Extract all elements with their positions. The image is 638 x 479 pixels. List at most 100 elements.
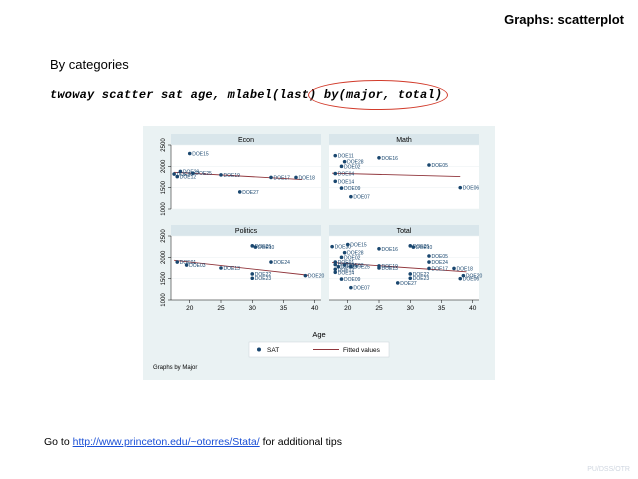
scatter-point xyxy=(342,250,347,255)
scatter-point xyxy=(333,179,338,184)
scatter-point xyxy=(349,264,353,269)
scatter-point xyxy=(377,156,381,160)
scatter-point xyxy=(408,276,413,281)
point-label: DOE15 xyxy=(350,243,367,249)
point-label: DOE18 xyxy=(299,175,316,181)
x-tick-label: 25 xyxy=(217,305,225,312)
scatter-graph: Econ 1000 1500 2000 2500 DOE30 DOE12 DOE29 DOE15… xyxy=(143,126,495,385)
point-label: DOE13 xyxy=(382,266,399,272)
point-label: DOE05 xyxy=(432,254,449,260)
scatter-point xyxy=(427,254,431,258)
scatter-point xyxy=(175,174,180,179)
x-tick-label: 30 xyxy=(407,305,415,312)
scatter-point xyxy=(237,190,242,194)
scatter-point xyxy=(250,276,255,281)
point-label: DOE16 xyxy=(382,247,399,253)
scatter-point xyxy=(345,242,350,247)
scatter-point xyxy=(377,247,381,251)
x-tick-label: 35 xyxy=(438,305,446,312)
point-label: DOE01 xyxy=(180,260,197,266)
panel-title: Econ xyxy=(238,137,254,144)
y-tick-label: 2500 xyxy=(161,229,167,243)
point-label: DOE27 xyxy=(400,281,417,287)
scatter-point xyxy=(458,185,463,190)
point-label: DOE07 xyxy=(353,195,370,201)
scatter-point xyxy=(336,264,341,269)
scatter-point xyxy=(458,276,463,281)
scatter-point xyxy=(452,266,456,271)
point-label: DOE28 xyxy=(347,251,364,257)
y-tick-label: 2000 xyxy=(161,159,167,173)
scatter-point xyxy=(333,153,338,158)
scatter-point xyxy=(349,194,353,199)
x-tick-label: 30 xyxy=(249,305,257,312)
scatter-point xyxy=(250,244,255,248)
slide-subtitle: By categories xyxy=(50,57,129,72)
scatter-point xyxy=(191,171,195,175)
point-label: DOE14 xyxy=(338,270,355,276)
scatter-point xyxy=(294,175,298,180)
scatter-point xyxy=(219,173,223,177)
point-label: DOE01 xyxy=(338,260,355,266)
scatter-point xyxy=(408,244,413,248)
y-tick-label: 1000 xyxy=(161,202,167,216)
point-label: DOE30 xyxy=(335,245,352,251)
point-label: DOE17 xyxy=(274,175,291,181)
scatter-point xyxy=(339,255,344,260)
fitted-line xyxy=(332,172,461,178)
stata-tips-link[interactable]: http://www.princeton.edu/~otorres/Stata/ xyxy=(72,436,260,448)
y-tick-label: 1500 xyxy=(161,180,167,194)
point-label: DOE23 xyxy=(255,276,272,282)
scatter-point xyxy=(253,245,258,249)
point-label: DOE29 xyxy=(183,169,200,175)
point-label: DOE24 xyxy=(432,260,449,266)
point-label: DOE30 xyxy=(177,172,194,178)
scatter-point xyxy=(339,186,344,190)
point-label: DOE24 xyxy=(274,260,291,266)
point-label: DOE09 xyxy=(344,186,361,192)
x-tick-label: 40 xyxy=(311,305,319,312)
graph-canvas: Econ1000150020002500DOE30DOE12DOE29DOE15… xyxy=(143,126,495,380)
point-label: DOE02 xyxy=(344,255,361,261)
x-axis-title: Age xyxy=(312,330,325,339)
point-label: DOE22 xyxy=(255,272,272,278)
fitted-line xyxy=(174,259,309,276)
scatter-point xyxy=(408,272,413,276)
panel-header xyxy=(329,225,479,236)
point-label: DOE04 xyxy=(338,172,355,178)
scatter-point xyxy=(333,270,338,275)
point-label: DOE27 xyxy=(242,190,259,196)
graph-note: Graphs by Major xyxy=(153,365,197,371)
point-label: DOE17 xyxy=(432,266,449,272)
scatter-point xyxy=(303,273,308,278)
footer-prefix: Go to xyxy=(44,436,73,448)
y-tick-label: 2500 xyxy=(161,138,167,152)
x-tick-label: 35 xyxy=(280,305,288,312)
scatter-point xyxy=(427,163,431,167)
point-label: DOE28 xyxy=(347,160,364,166)
scatter-point xyxy=(172,172,176,176)
panel-header xyxy=(171,225,321,236)
panel-header xyxy=(329,134,479,145)
point-label: DOE25 xyxy=(195,171,212,177)
scatter-point xyxy=(377,264,381,268)
x-tick-label: 20 xyxy=(186,305,194,312)
scatter-point xyxy=(349,285,353,290)
point-label: DOE20 xyxy=(308,274,325,280)
legend-marker-sat xyxy=(257,347,261,352)
point-label: DOE18 xyxy=(457,266,474,272)
point-label: DOE26 xyxy=(255,244,272,250)
scatter-point xyxy=(330,244,334,249)
point-label: DOE02 xyxy=(344,164,361,170)
scatter-point xyxy=(342,263,347,267)
scatter-point xyxy=(427,260,431,264)
scatter-point xyxy=(427,266,431,271)
point-label: DOE25 xyxy=(353,265,370,271)
scatter-point xyxy=(333,267,338,272)
point-label: DOE03 xyxy=(347,263,364,269)
scatter-point xyxy=(269,175,273,180)
point-label: DOE22 xyxy=(413,272,430,278)
highlight-ellipse xyxy=(308,80,448,110)
point-label: DOE03 xyxy=(189,263,206,269)
point-label: DOE29 xyxy=(341,265,358,271)
